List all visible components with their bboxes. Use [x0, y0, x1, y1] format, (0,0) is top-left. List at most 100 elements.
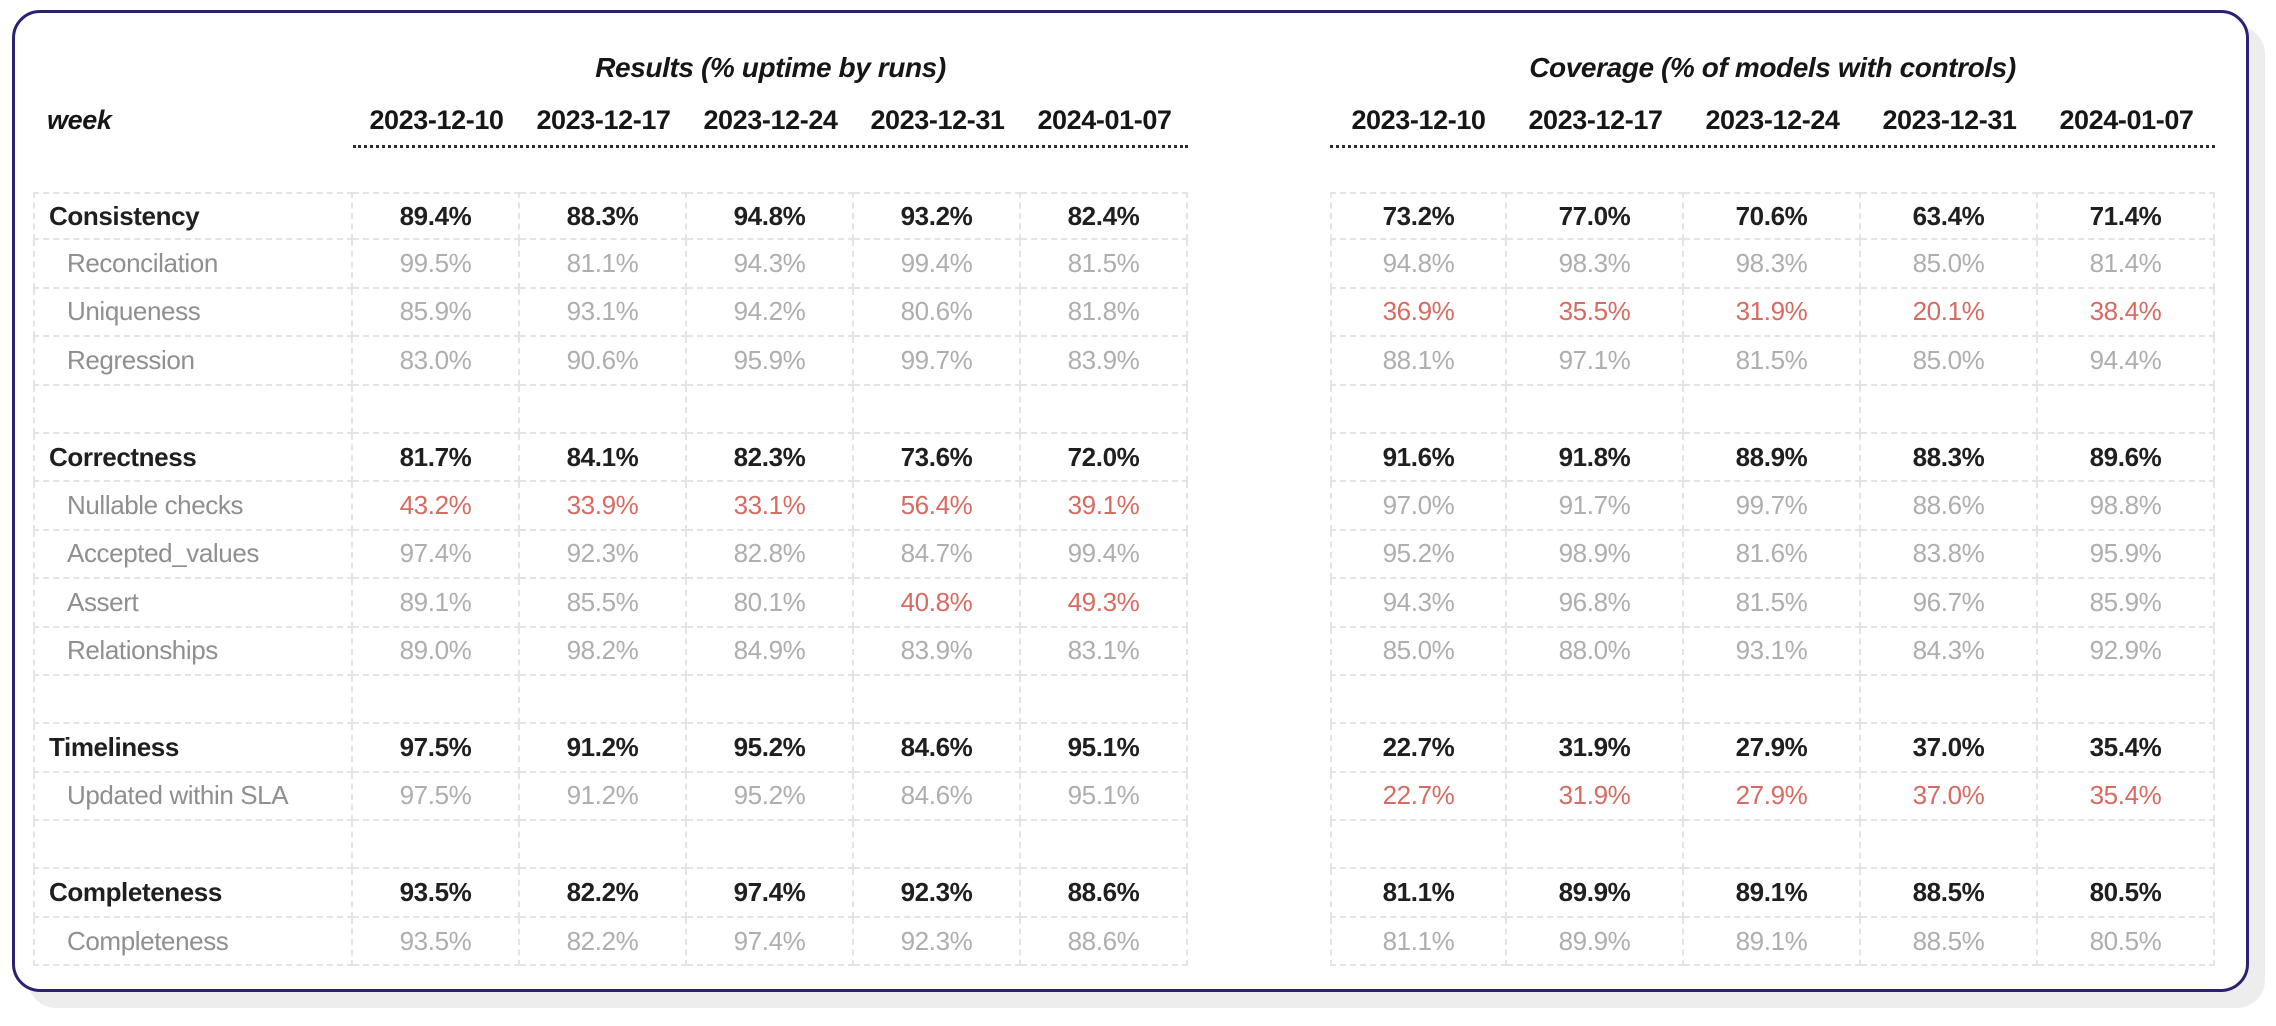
results-value-cell: 99.5%: [353, 240, 520, 289]
results-value-cell: 40.8%: [854, 579, 1021, 628]
results-value-cell: 89.1%: [353, 579, 520, 628]
coverage-week-header: 2023-12-24: [1705, 104, 1840, 135]
coverage-value-cell: [1507, 821, 1684, 870]
results-value-cell: 93.1%: [520, 288, 687, 338]
coverage-value-cell: [1330, 821, 1507, 870]
coverage-value-cell: 98.3%: [1507, 240, 1684, 289]
results-value-cell: 88.3%: [520, 192, 687, 241]
results-value-cell: 84.9%: [687, 627, 854, 676]
coverage-value-cell: 27.9%: [1684, 724, 1861, 773]
coverage-value-cell: 38.4%: [2038, 288, 2215, 338]
coverage-value-cell: [1330, 675, 1507, 725]
row-label: Correctness: [33, 433, 353, 483]
row-label: Timeliness: [33, 724, 353, 773]
coverage-value-cell: 22.7%: [1330, 724, 1507, 773]
results-value-cell: 88.6%: [1021, 869, 1188, 918]
results-value-cell: 92.3%: [854, 869, 1021, 918]
results-value-cell: [1021, 821, 1188, 870]
table-row: Completeness 93.5% 82.2% 97.4% 92.3% 88.6% 81.…: [33, 869, 2246, 918]
header-titles-row: Results (% uptime by runs) Coverage (% o…: [33, 39, 2246, 97]
coverage-value-cell: 94.4%: [2038, 337, 2215, 386]
week-header-row: week 2023-12-10 2023-12-17 2023-12-24 2023-…: [33, 97, 2246, 143]
coverage-value-cell: 81.5%: [1684, 337, 1861, 386]
results-value-cell: 95.1%: [1021, 772, 1188, 822]
results-value-cell: [854, 675, 1021, 725]
results-value-cell: 97.4%: [687, 917, 854, 967]
coverage-value-cell: 31.9%: [1507, 772, 1684, 822]
coverage-value-cell: 81.1%: [1330, 917, 1507, 967]
results-value-cell: [687, 821, 854, 870]
coverage-header-rule: [1330, 143, 2215, 148]
coverage-value-cell: 85.0%: [1861, 240, 2038, 289]
table-row: Regression 83.0% 90.6% 95.9% 99.7% 83.9% 88.1%…: [33, 337, 2246, 386]
row-label: [33, 821, 353, 870]
results-value-cell: 85.5%: [520, 579, 687, 628]
coverage-value-cell: 35.4%: [2038, 724, 2215, 773]
coverage-value-cell: 96.8%: [1507, 579, 1684, 628]
table-row: Updated within SLA 97.5% 91.2% 95.2% 84.6% 95…: [33, 772, 2246, 822]
coverage-value-cell: 97.0%: [1330, 482, 1507, 531]
table-row: Consistency 89.4% 88.3% 94.8% 93.2% 82.4% 73.2…: [33, 192, 2246, 241]
coverage-value-cell: 85.0%: [1861, 337, 2038, 386]
coverage-value-cell: 77.0%: [1507, 192, 1684, 241]
table-row: Reconcilation 99.5% 81.1% 94.3% 99.4% 81.5% 94…: [33, 240, 2246, 289]
results-value-cell: 82.8%: [687, 530, 854, 580]
table-row: Timeliness 97.5% 91.2% 95.2% 84.6% 95.1% 22.7%…: [33, 724, 2246, 773]
coverage-value-cell: 92.9%: [2038, 627, 2215, 676]
results-value-cell: 81.5%: [1021, 240, 1188, 289]
results-title: Results (% uptime by runs): [595, 52, 946, 83]
results-value-cell: 56.4%: [854, 482, 1021, 531]
results-value-cell: 84.6%: [854, 772, 1021, 822]
coverage-value-cell: 80.5%: [2038, 869, 2215, 918]
results-week-header: 2023-12-10: [369, 104, 504, 135]
coverage-value-cell: 88.5%: [1861, 917, 2038, 967]
results-value-cell: 49.3%: [1021, 579, 1188, 628]
coverage-value-cell: 81.1%: [1330, 869, 1507, 918]
results-value-cell: 84.7%: [854, 530, 1021, 580]
results-value-cell: 97.5%: [353, 724, 520, 773]
coverage-value-cell: [2038, 821, 2215, 870]
coverage-week-header: 2023-12-10: [1351, 104, 1486, 135]
coverage-value-cell: 22.7%: [1330, 772, 1507, 822]
results-value-cell: 81.1%: [520, 240, 687, 289]
coverage-value-cell: 94.3%: [1330, 579, 1507, 628]
results-value-cell: 93.5%: [353, 917, 520, 967]
coverage-value-cell: 81.4%: [2038, 240, 2215, 289]
coverage-value-cell: 37.0%: [1861, 772, 2038, 822]
table-row: Correctness 81.7% 84.1% 82.3% 73.6% 72.0% 91.6…: [33, 433, 2246, 483]
results-value-cell: 99.7%: [854, 337, 1021, 386]
coverage-value-cell: 96.7%: [1861, 579, 2038, 628]
row-label: Updated within SLA: [33, 772, 353, 822]
row-label: Uniqueness: [33, 288, 353, 338]
row-label: Nullable checks: [33, 482, 353, 531]
coverage-week-header: 2024-01-07: [2059, 104, 2194, 135]
results-value-cell: 88.6%: [1021, 917, 1188, 967]
coverage-value-cell: 80.5%: [2038, 917, 2215, 967]
row-label: Relationships: [33, 627, 353, 676]
results-value-cell: 82.3%: [687, 433, 854, 483]
results-value-cell: [520, 675, 687, 725]
results-value-cell: 97.5%: [353, 772, 520, 822]
results-header-rule: [353, 143, 1188, 148]
scorecard-card: Results (% uptime by runs) Coverage (% o…: [12, 10, 2249, 992]
coverage-value-cell: 83.8%: [1861, 530, 2038, 580]
results-value-cell: [854, 385, 1021, 434]
coverage-value-cell: 85.0%: [1330, 627, 1507, 676]
coverage-value-cell: 88.3%: [1861, 433, 2038, 483]
coverage-value-cell: 95.9%: [2038, 530, 2215, 580]
row-label: Assert: [33, 579, 353, 628]
coverage-value-cell: 81.6%: [1684, 530, 1861, 580]
coverage-value-cell: 35.5%: [1507, 288, 1684, 338]
coverage-value-cell: 35.4%: [2038, 772, 2215, 822]
coverage-value-cell: 89.9%: [1507, 869, 1684, 918]
results-value-cell: 43.2%: [353, 482, 520, 531]
results-value-cell: [353, 675, 520, 725]
coverage-value-cell: [1330, 385, 1507, 434]
row-label: Completeness: [33, 869, 353, 918]
coverage-value-cell: 20.1%: [1861, 288, 2038, 338]
results-value-cell: [520, 821, 687, 870]
coverage-value-cell: [1861, 675, 2038, 725]
row-label: Accepted_values: [33, 530, 353, 580]
results-value-cell: 33.9%: [520, 482, 687, 531]
results-value-cell: 39.1%: [1021, 482, 1188, 531]
